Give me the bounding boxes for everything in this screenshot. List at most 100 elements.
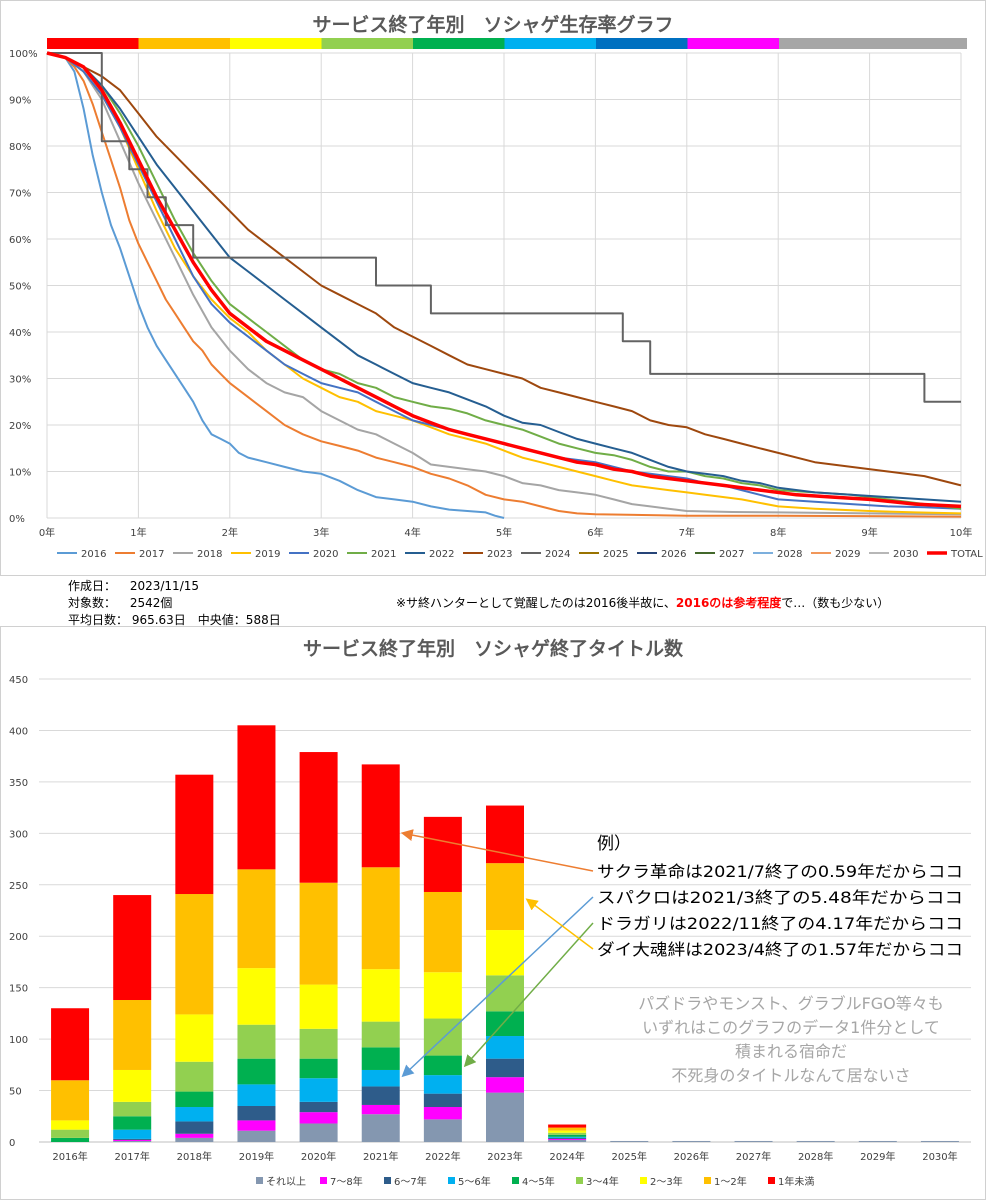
gridlines [46, 52, 962, 519]
bar-segment [486, 1058, 524, 1078]
strip-segment [779, 38, 967, 49]
legend-label: 3～4年 [586, 1175, 619, 1188]
bar-segment [672, 1140, 711, 1142]
bar-segment [299, 882, 338, 985]
survival-chart-panel: サービス終了年別 ソシャゲ生存率グラフ 0% 10% 20% 30% 40% 50% 60%… [0, 0, 986, 576]
bar-segment [299, 984, 338, 1029]
bar-segment [548, 1130, 587, 1133]
legend-swatch [704, 1177, 711, 1184]
bar-segment [51, 1008, 90, 1081]
annotation-line: ドラガリは2022/11終了の4.17年だからココ [597, 914, 963, 933]
legend-label: 2026 [661, 549, 686, 560]
legend-label: 1～2年 [714, 1175, 747, 1188]
count-label: 対象数： [68, 596, 117, 610]
end-count-chart-panel: サービス終了年別 ソシャゲ終了タイトル数 0 50 100 150 200 250 300 3… [0, 626, 986, 1200]
strip-segment [687, 38, 779, 49]
y-tick-label: 350 [9, 778, 28, 789]
x-tick-label: 2026年 [674, 1150, 709, 1163]
bar-segment [237, 1120, 276, 1131]
x-tick-label: 2017年 [114, 1150, 149, 1163]
x-tick-label: 2027年 [736, 1150, 771, 1163]
bar-segment [548, 1137, 587, 1139]
footnote-post: で…（数も少ない） [781, 596, 890, 610]
y-tick-label: 200 [9, 932, 28, 943]
gray-commentary: パズドラやモンスト、グラブルFGO等々もいずれはこのグラフのデータ1件分として積… [638, 994, 944, 1085]
legend-label: 2029 [835, 549, 860, 560]
legend-swatch [384, 1177, 391, 1184]
bar-segment [175, 774, 214, 895]
bar-segment [486, 805, 524, 864]
bar-segment [423, 1107, 462, 1120]
x-tick-label: 2028年 [798, 1150, 833, 1163]
commentary-line: 積まれる宿命だ [735, 1042, 847, 1061]
footnote: ※サ終ハンターとして覚醒したのは2016後半故に、2016のは参考程度で…（数も… [396, 594, 889, 611]
bar-segment [486, 1092, 524, 1142]
bar-segment [548, 1124, 587, 1128]
end-count-chart: サービス終了年別 ソシャゲ終了タイトル数 0 50 100 150 200 250 300 3… [9, 637, 971, 1188]
series-line-2023 [46, 52, 962, 487]
legend-label: 2020 [313, 549, 338, 560]
bar-segment [113, 1139, 152, 1141]
x-tick-label: 2年 [222, 526, 238, 539]
series-line-total [46, 51, 962, 509]
x-tick-label: 8年 [770, 526, 786, 539]
legend-label: 2017 [139, 549, 164, 560]
bar-segment [175, 1061, 214, 1092]
bar-segment [486, 1011, 524, 1037]
bar-segment [423, 816, 462, 892]
created-label: 作成日： [68, 579, 117, 593]
x-tick-label: 2021年 [363, 1150, 398, 1163]
bar-segment [299, 1112, 338, 1124]
legend: それ以上 7～8年 6～7年 5～6年 4～5年 3～4年 2～3年 1～2年 1年未満 [256, 1175, 814, 1188]
annotation-line: ダイ大魂絆は2023/4終了の1.57年だからココ [597, 940, 963, 959]
bar-segment [486, 930, 524, 976]
legend-label: 2023 [487, 549, 512, 560]
annotation-arrow [525, 898, 594, 950]
legend-label: 2016 [81, 549, 106, 560]
bar-segment [175, 1133, 214, 1138]
series-line-2019 [46, 52, 962, 515]
bar-segment [237, 968, 276, 1025]
bar-segment [113, 895, 152, 1001]
bar-segment [548, 1134, 587, 1137]
count-value: 2542個 [129, 596, 173, 610]
x-tick-label: 2019年 [239, 1150, 274, 1163]
x-tick-label: 5年 [496, 526, 512, 539]
bar-segment [361, 1086, 400, 1105]
y-tick-label: 60% [9, 235, 31, 246]
series-line-2022 [46, 52, 962, 503]
y-axis-ticks: 0 50 100 150 200 250 300 350 400 450 [9, 675, 28, 1149]
bar-segment [175, 894, 214, 1015]
bar-segment [175, 1137, 214, 1142]
legend-label: 2021 [371, 549, 396, 560]
bar-segment [237, 1105, 276, 1121]
created-row: 作成日： 2023/11/15 [68, 577, 199, 594]
bar-segment [610, 1140, 649, 1142]
y-tick-label: 50 [9, 1087, 22, 1098]
strip-segment [413, 38, 505, 49]
legend-label: 6～7年 [394, 1175, 427, 1188]
x-tick-label: 2030年 [922, 1150, 957, 1163]
bar-segment [175, 1107, 214, 1122]
bar-segment [237, 1024, 276, 1059]
series-lines [46, 51, 962, 519]
x-tick-label: 2020年 [301, 1150, 336, 1163]
bar-segment [237, 869, 276, 969]
legend: 2016 2017 2018 2019 2020 2021 2022 2023 2024 2025… [57, 549, 983, 560]
legend-swatch [512, 1177, 519, 1184]
chart-title: サービス終了年別 ソシャゲ生存率グラフ [312, 13, 673, 36]
created-value: 2023/11/15 [129, 579, 200, 593]
bar-segment [113, 1140, 152, 1142]
bar-segment [423, 1055, 462, 1076]
legend-label: 2027 [719, 549, 744, 560]
bar-segment [423, 1093, 462, 1108]
y-tick-label: 450 [9, 675, 28, 686]
commentary-line: パズドラやモンスト、グラブルFGO等々も [638, 994, 944, 1013]
legend-swatch [576, 1177, 583, 1184]
series-line-2024 [47, 52, 961, 403]
bar-segment [548, 1136, 587, 1138]
bar-segment [299, 1058, 338, 1079]
legend-label: 2022 [429, 549, 454, 560]
x-tick-label: 2025年 [612, 1150, 647, 1163]
legend-label: 2024 [545, 549, 570, 560]
